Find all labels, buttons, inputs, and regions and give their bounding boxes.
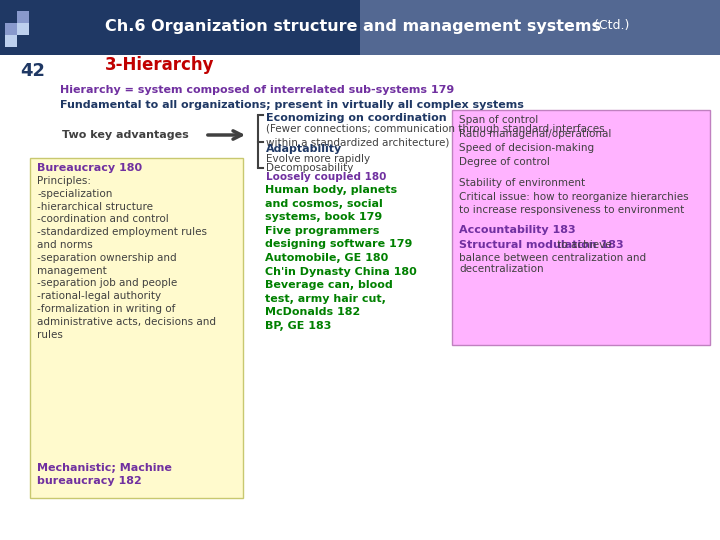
Bar: [452, 110, 710, 345]
Text: Ch.6 Organization structure and management systems: Ch.6 Organization structure and manageme…: [105, 19, 601, 34]
Text: Structural modulation 183: Structural modulation 183: [459, 240, 624, 250]
Text: Critical issue: how to reorganize hierarchies
to increase responsiveness to envi: Critical issue: how to reorganize hierar…: [459, 192, 688, 215]
Text: Hierarchy = system composed of interrelated sub-systems 179: Hierarchy = system composed of interrela…: [60, 85, 454, 95]
Text: Economizing on coordination: Economizing on coordination: [266, 113, 446, 123]
Bar: [17, 11, 29, 23]
Text: (Fewer connections; communication through standard interfaces
within a standardi: (Fewer connections; communication throug…: [266, 124, 605, 147]
Text: Mechanistic; Machine
bureaucracy 182: Mechanistic; Machine bureaucracy 182: [37, 463, 172, 486]
Bar: [30, 158, 243, 498]
Text: Bureaucracy 180: Bureaucracy 180: [37, 163, 142, 173]
Text: to achieve: to achieve: [554, 240, 611, 250]
Bar: [0, 0, 720, 55]
Bar: [5, 23, 17, 35]
Text: Two key advantages: Two key advantages: [62, 130, 189, 140]
Text: 3-Hierarchy: 3-Hierarchy: [105, 56, 215, 74]
Text: 42: 42: [20, 62, 45, 80]
Text: Accountability 183: Accountability 183: [459, 225, 575, 235]
Text: Decomposability: Decomposability: [266, 163, 354, 173]
Text: Principles:
-specialization
-hierarchical structure
-coordination and control
-s: Principles: -specialization -hierarchica…: [37, 176, 216, 340]
Bar: [5, 11, 17, 23]
Bar: [17, 23, 29, 35]
Text: Loosely coupled 180: Loosely coupled 180: [266, 172, 387, 182]
Text: Fundamental to all organizations; present in virtually all complex systems: Fundamental to all organizations; presen…: [60, 100, 524, 110]
Text: Adaptability: Adaptability: [266, 144, 342, 154]
Text: Span of control
Ratio managerial/operational
Speed of decision-making
Degree of : Span of control Ratio managerial/operati…: [459, 115, 611, 167]
Text: Human body, planets
and cosmos, social
systems, book 179
Five programmers
design: Human body, planets and cosmos, social s…: [265, 185, 417, 331]
Bar: [5, 35, 17, 47]
Text: (Ctd.): (Ctd.): [590, 19, 629, 32]
Text: Stability of environment: Stability of environment: [459, 178, 585, 188]
Bar: [360, 0, 720, 55]
Text: balance between centralization and: balance between centralization and: [459, 253, 646, 263]
Text: decentralization: decentralization: [459, 264, 544, 274]
Text: Evolve more rapidly: Evolve more rapidly: [266, 154, 370, 164]
